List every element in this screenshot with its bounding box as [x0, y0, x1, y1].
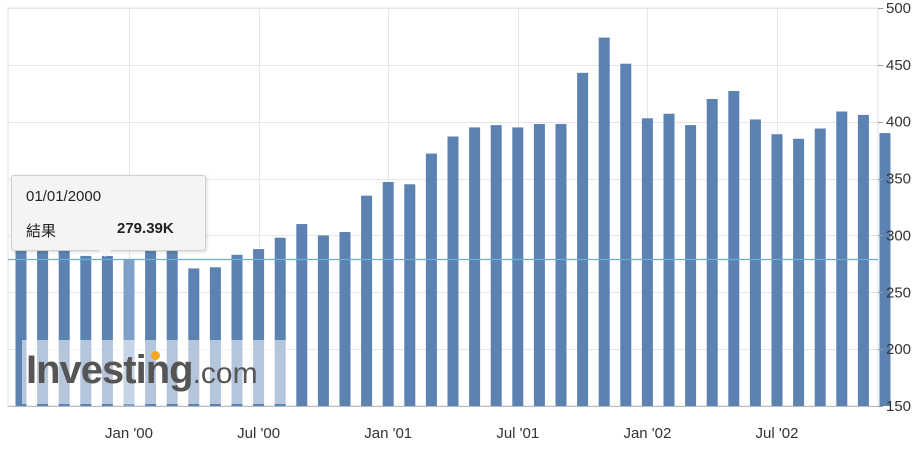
bar[interactable] [728, 91, 740, 407]
bar[interactable] [814, 128, 826, 406]
x-tick-label: Jan '00 [105, 425, 153, 442]
y-tick-label: 200 [886, 341, 911, 358]
bar[interactable] [188, 268, 200, 406]
bar[interactable] [145, 245, 157, 406]
watermark-logo: Investing.com [26, 348, 258, 393]
watermark: Investing.com [22, 340, 287, 404]
bar[interactable] [512, 127, 524, 407]
bar[interactable] [339, 232, 351, 406]
bar[interactable] [555, 123, 567, 406]
x-tick-label: Jul '00 [237, 425, 280, 442]
tooltip-label: 結果 [26, 223, 57, 240]
bar[interactable] [404, 184, 416, 406]
bar[interactable] [879, 133, 891, 407]
bar[interactable] [490, 125, 502, 406]
bar[interactable] [447, 136, 459, 407]
bar[interactable] [836, 111, 848, 406]
bar[interactable] [80, 255, 92, 406]
bar[interactable] [425, 153, 437, 406]
x-tick-label: Jul '02 [756, 425, 799, 442]
bar[interactable] [382, 181, 394, 406]
bar[interactable] [253, 249, 265, 406]
y-tick-label: 250 [886, 284, 911, 301]
bar[interactable] [577, 72, 589, 407]
bar[interactable] [598, 37, 610, 407]
bar[interactable] [620, 63, 632, 406]
x-tick-label: Jul '01 [496, 425, 539, 442]
tooltip-date: 01/01/2000 [26, 188, 102, 205]
bar[interactable] [166, 245, 178, 406]
bar[interactable] [209, 267, 221, 406]
logo-dot-icon [151, 351, 160, 360]
bar[interactable] [793, 138, 805, 406]
bar[interactable] [641, 118, 653, 406]
y-tick-label: 450 [886, 57, 911, 74]
bar[interactable] [857, 114, 869, 407]
x-tick-label: Jan '02 [623, 425, 671, 442]
bar[interactable] [15, 246, 27, 406]
bar[interactable] [58, 246, 70, 406]
y-tick-label: 350 [886, 171, 911, 188]
bar[interactable] [771, 134, 783, 407]
y-tick-label: 150 [886, 398, 911, 415]
bars [15, 37, 891, 407]
bar[interactable] [296, 224, 308, 406]
bar[interactable] [685, 125, 697, 406]
y-tick-label: 500 [886, 0, 911, 17]
bar[interactable] [533, 123, 545, 406]
bar[interactable] [749, 119, 761, 406]
axes: 150 200 250 300 350 400 450 500 Jan '00 Jul '00 Ja… [8, 0, 911, 442]
bar[interactable] [123, 258, 135, 406]
bar[interactable] [274, 237, 286, 406]
bar[interactable] [706, 98, 718, 406]
watermark-suffix: .com [192, 357, 258, 390]
tooltip-arrow [97, 248, 113, 257]
bar[interactable] [37, 246, 49, 406]
watermark-brand: Investing [26, 348, 194, 392]
bar[interactable] [101, 255, 113, 406]
tooltip: 01/01/2000 結果 279.39K [11, 175, 206, 251]
bar[interactable] [317, 235, 329, 406]
bar[interactable] [361, 195, 373, 406]
y-tick-label: 300 [886, 227, 911, 244]
x-tick-label: Jan '01 [364, 425, 412, 442]
bar[interactable] [469, 127, 481, 407]
bar[interactable] [231, 254, 243, 406]
tooltip-value: 279.39K [117, 220, 174, 237]
y-tick-label: 400 [886, 114, 911, 131]
